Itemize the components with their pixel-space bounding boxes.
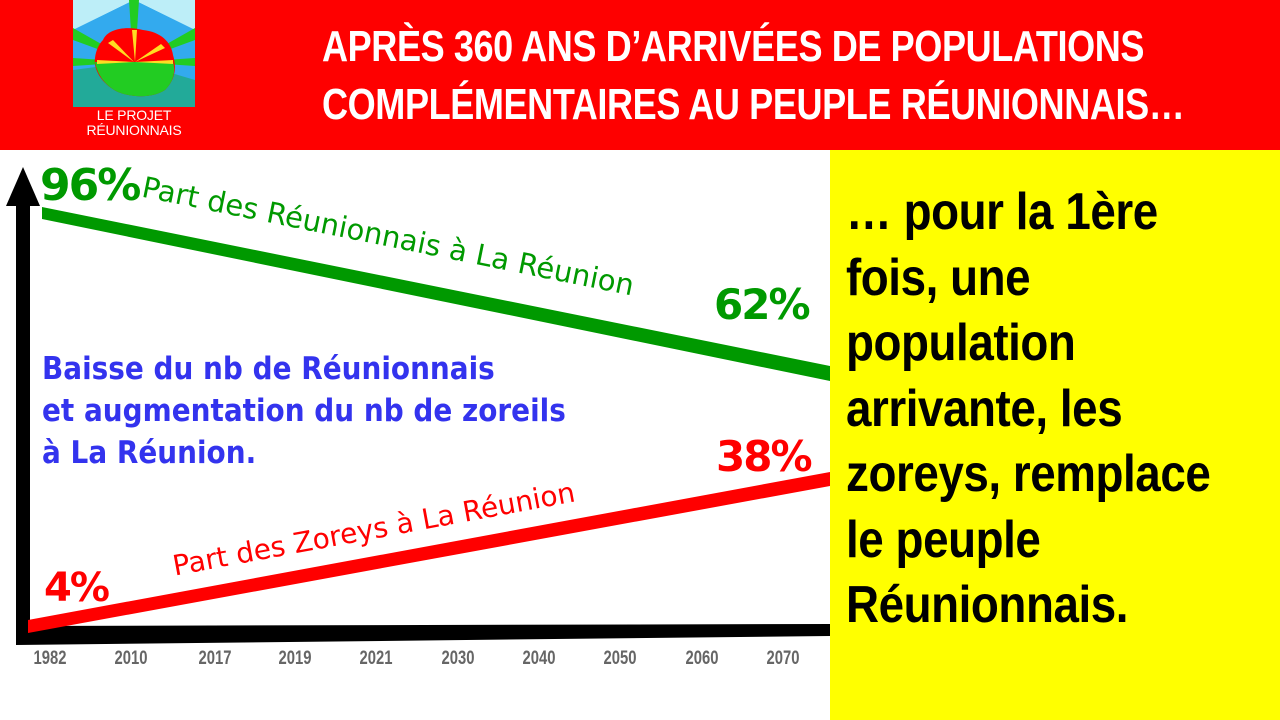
side-line-2: fois, une <box>846 248 1031 307</box>
annotation-line-2: et augmentation du nb de zoreils <box>42 393 566 429</box>
reunionnais-line <box>42 207 830 381</box>
x-tick-label: 2050 <box>603 648 637 669</box>
start-label-reunionnais: 96% <box>40 160 141 211</box>
x-tick-label: 2021 <box>359 648 393 669</box>
zoreys-line <box>28 472 830 633</box>
x-tick-label: 2017 <box>198 648 232 669</box>
title-line-1: APRÈS 360 ANS D’ARRIVÉES DE POPULATIONS <box>322 22 1145 71</box>
title-line-2: COMPLÉMENTAIRES AU PEUPLE RÉUNIONNAIS… <box>322 80 1185 129</box>
x-tick-label: 2019 <box>278 648 312 669</box>
end-label-zoreys: 38% <box>716 432 813 481</box>
annotation-line-3: à La Réunion. <box>42 435 257 471</box>
x-tick-label: 1982 <box>33 648 67 669</box>
x-tick-label: 2010 <box>114 648 148 669</box>
y-axis <box>16 200 30 640</box>
annotation-text: Baisse du nb de Réunionnais et augmentat… <box>42 348 566 474</box>
logo-line-1: LE PROJET <box>96 107 172 123</box>
side-line-1: … pour la 1ère <box>846 183 1158 241</box>
x-tick-label: 2040 <box>522 648 556 669</box>
logo: LE PROJET RÉUNIONNAIS <box>70 0 198 150</box>
x-axis <box>16 624 830 645</box>
side-line-7: Réunionnais. <box>846 576 1129 634</box>
chart-plot-area <box>6 167 830 645</box>
x-tick-label: 2060 <box>685 648 719 669</box>
side-line-6: le peuple <box>846 510 1041 569</box>
side-line-5: zoreys, remplace <box>846 445 1211 503</box>
side-panel-text: … pour la 1ère fois, une population arri… <box>846 180 1233 639</box>
logo-text: LE PROJET RÉUNIONNAIS <box>70 108 198 138</box>
end-label-reunionnais: 62% <box>714 280 811 329</box>
side-line-4: arrivante, les <box>846 379 1123 438</box>
start-label-zoreys: 4% <box>44 565 110 611</box>
y-axis-arrow-icon <box>6 167 40 206</box>
x-tick-label: 2030 <box>441 648 475 669</box>
header-banner: LE PROJET RÉUNIONNAIS APRÈS 360 ANS D’AR… <box>0 0 1280 150</box>
side-line-3: population <box>846 314 1076 372</box>
page-title: APRÈS 360 ANS D’ARRIVÉES DE POPULATIONS … <box>322 18 1185 134</box>
logo-line-2: RÉUNIONNAIS <box>86 122 182 138</box>
reunion-island-sun-logo-icon <box>73 0 195 107</box>
annotation-line-1: Baisse du nb de Réunionnais <box>42 351 495 387</box>
side-panel: … pour la 1ère fois, une population arri… <box>830 150 1280 720</box>
x-tick-label: 2070 <box>766 648 800 669</box>
